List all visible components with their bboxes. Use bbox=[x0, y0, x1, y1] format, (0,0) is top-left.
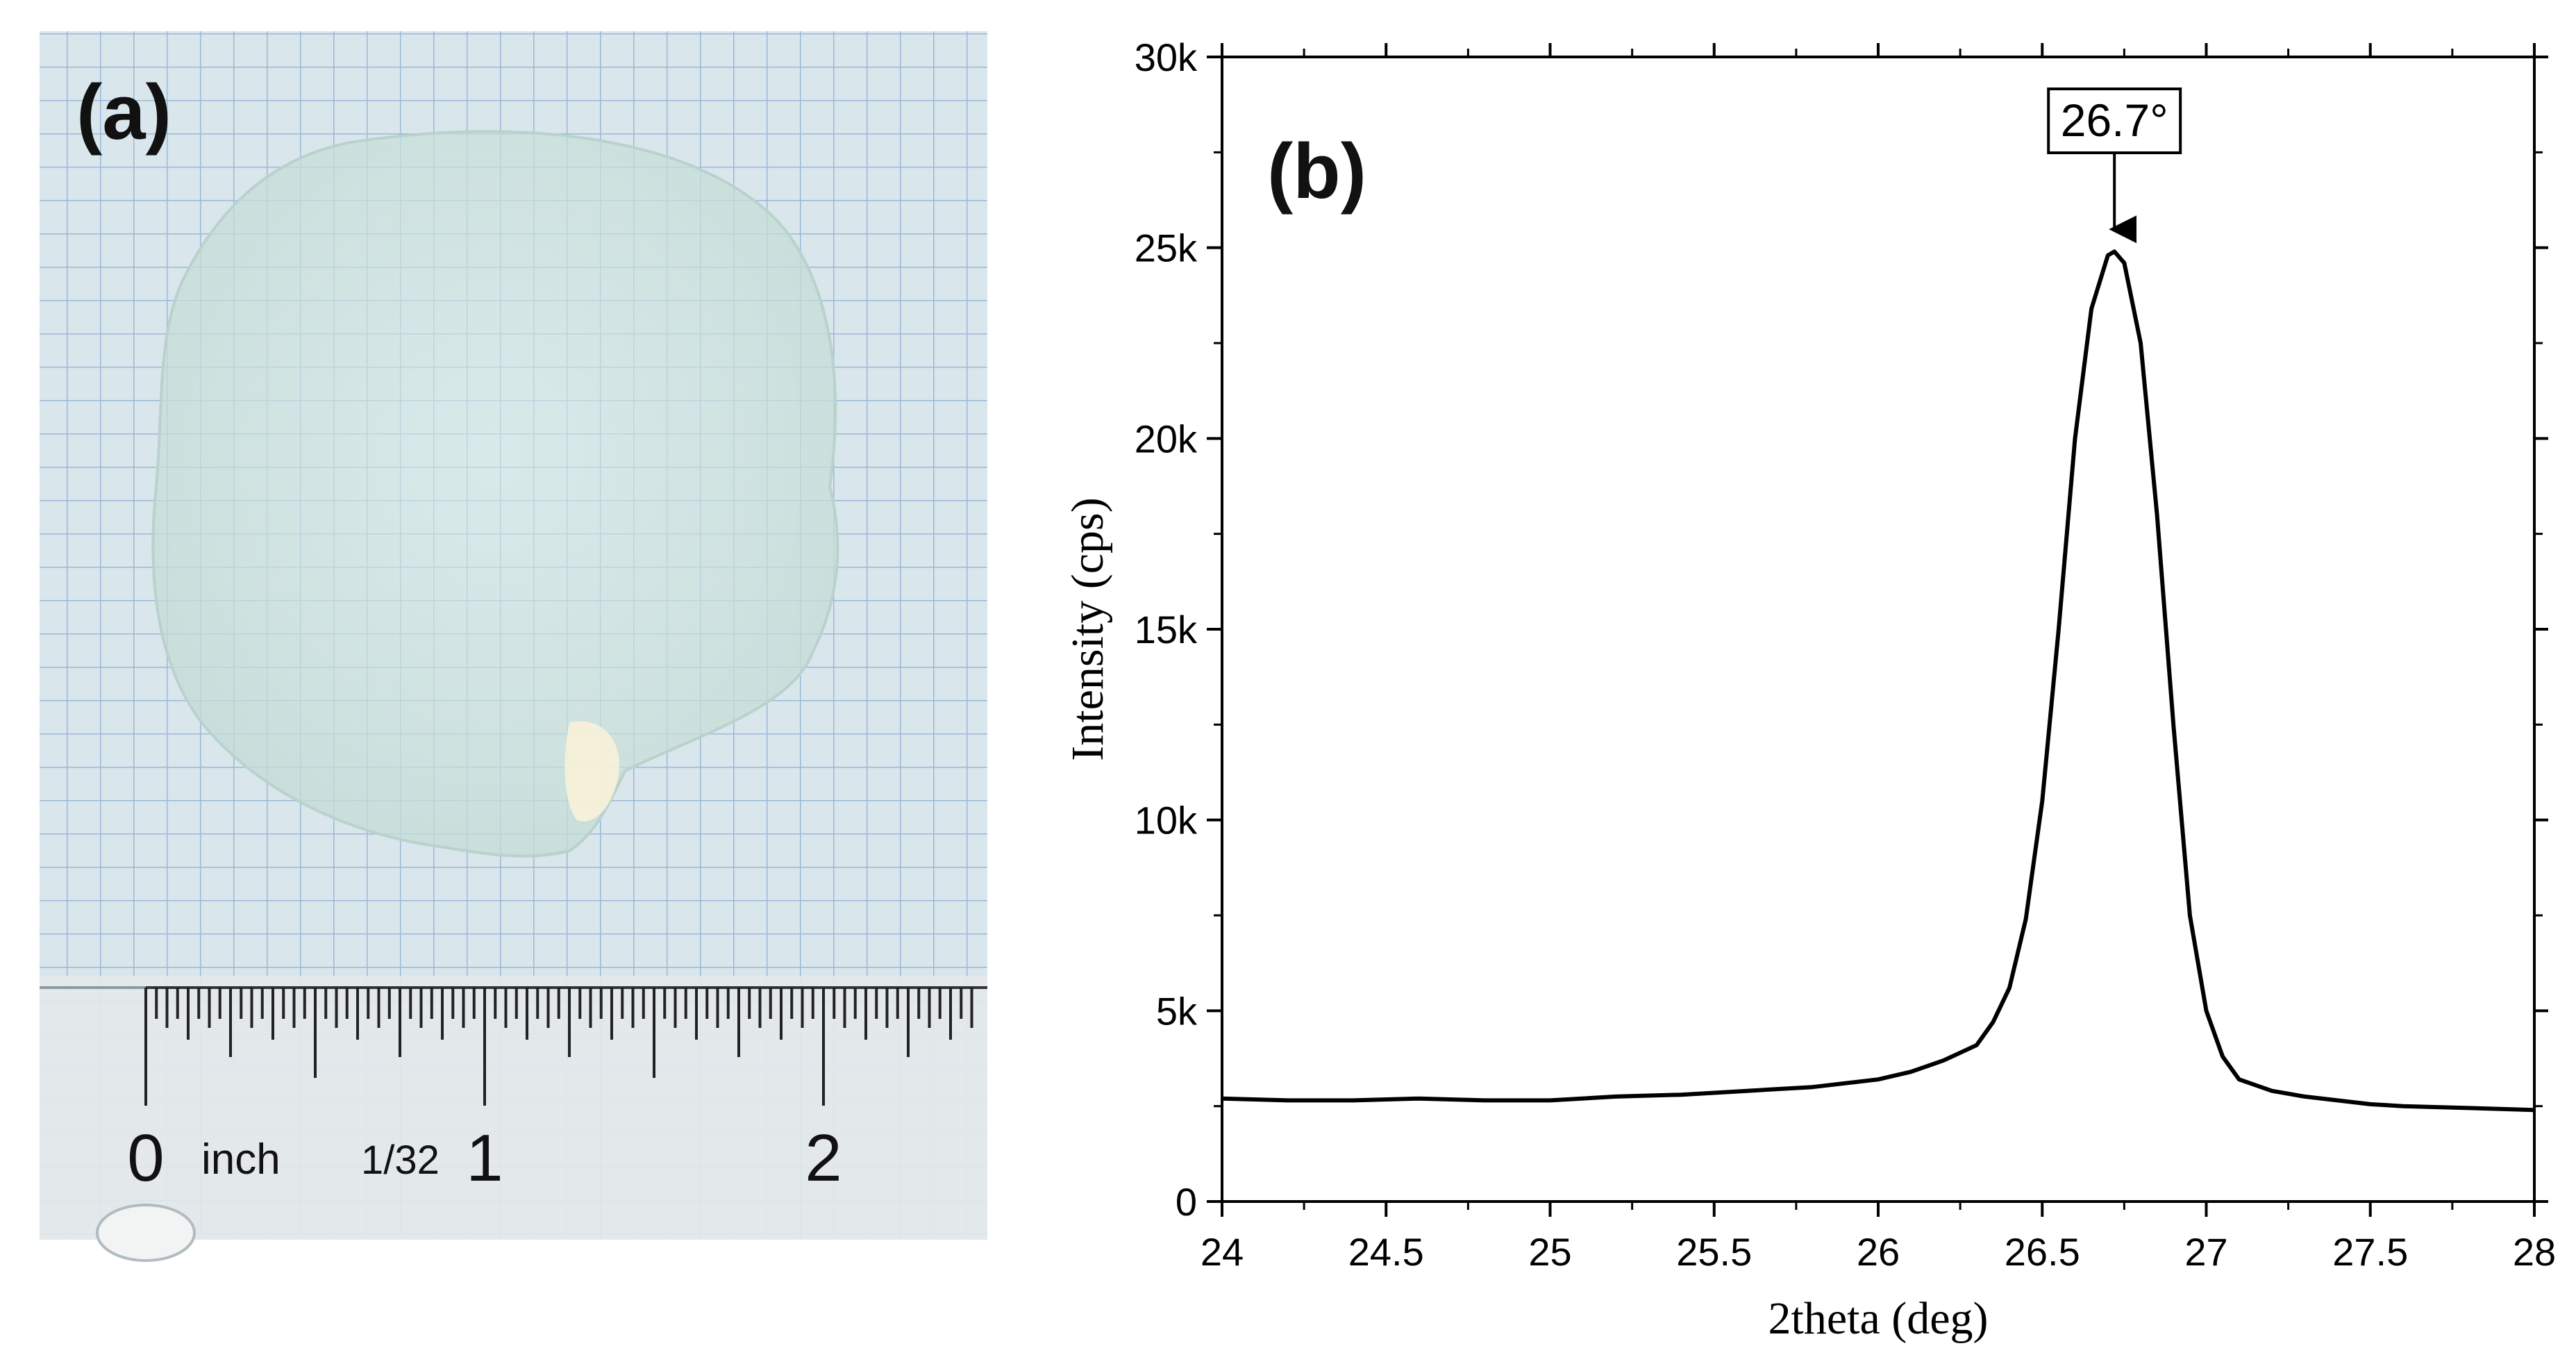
x-tick-label: 26.5 bbox=[2005, 1230, 2080, 1274]
panel-a-photo: 0 inch 1/32 1 2 (a) bbox=[40, 31, 987, 1262]
x-tick-label: 24 bbox=[1201, 1230, 1244, 1274]
ruler-body bbox=[40, 976, 987, 1240]
y-tick-label: 30k bbox=[1135, 35, 1198, 79]
y-tick-label: 0 bbox=[1176, 1180, 1197, 1224]
y-tick-label: 10k bbox=[1135, 799, 1198, 842]
y-tick-label: 5k bbox=[1156, 989, 1198, 1033]
x-tick-label: 27 bbox=[2184, 1230, 2227, 1274]
ruler-unit-label: inch bbox=[201, 1136, 281, 1183]
ruler-hole bbox=[96, 1204, 196, 1262]
ruler-number-0: 0 bbox=[127, 1121, 164, 1195]
peak-annotation-box bbox=[2047, 88, 2182, 154]
x-tick-label: 27.5 bbox=[2332, 1230, 2408, 1274]
y-axis-ticks: 0 5k 10k 15k 20k 25k 30k bbox=[1135, 35, 2548, 1224]
x-tick-label: 25.5 bbox=[1676, 1230, 1752, 1274]
y-tick-label: 20k bbox=[1135, 417, 1198, 460]
ruler: 0 inch 1/32 1 2 bbox=[40, 976, 987, 1262]
ruler-number-2: 2 bbox=[805, 1121, 842, 1195]
x-tick-label: 26 bbox=[1857, 1230, 1900, 1274]
panel-b-label: (b) bbox=[1267, 128, 1366, 215]
plot-frame bbox=[1221, 56, 2536, 1203]
panel-a-label: (a) bbox=[76, 69, 172, 156]
ruler-number-1: 1 bbox=[466, 1121, 503, 1195]
peak-annotation: 26.7° bbox=[2047, 88, 2182, 244]
series-line bbox=[1221, 249, 2535, 1113]
ruler-fraction-label: 1/32 bbox=[361, 1138, 440, 1183]
y-tick-label: 25k bbox=[1135, 226, 1198, 270]
panel-b-chart: 24 24.5 25 25.5 26 26.5 27 27.5 28 05k10k15k20k2… bbox=[1062, 35, 2556, 1344]
film-sample bbox=[151, 130, 839, 858]
ruler-ticks bbox=[144, 988, 973, 1106]
y-axis-label: Intensity (cps) bbox=[1062, 497, 1113, 760]
peak-annotation-text: 26.7° bbox=[2061, 94, 2168, 146]
y-tick-label: 15k bbox=[1135, 608, 1198, 651]
x-tick-label: 28 bbox=[2513, 1230, 2556, 1274]
film-glare bbox=[564, 721, 619, 822]
x-axis-label: 2theta (deg) bbox=[1768, 1293, 1988, 1344]
x-tick-label: 25 bbox=[1528, 1230, 1571, 1274]
x-axis-ticks: 24 24.5 25 25.5 26 26.5 27 27.5 28 bbox=[1201, 43, 2556, 1274]
x-tick-label: 24.5 bbox=[1348, 1230, 1424, 1274]
